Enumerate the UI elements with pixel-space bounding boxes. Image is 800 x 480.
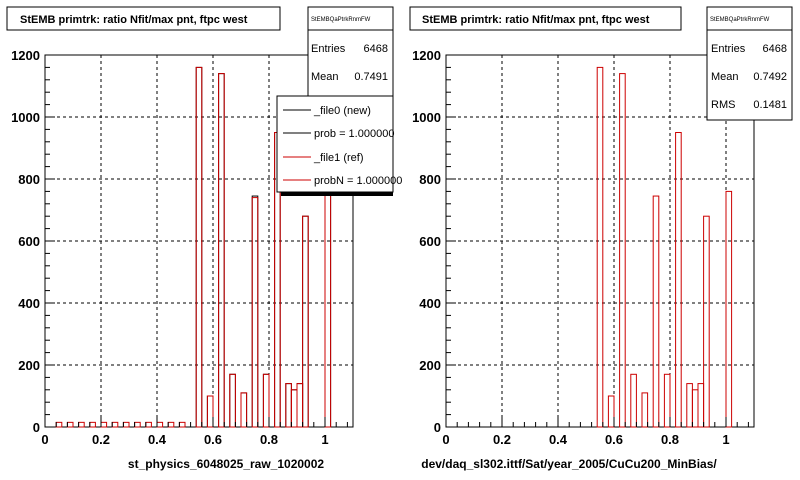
legend-label-file0: _file0 (new) bbox=[313, 105, 371, 117]
right-x-axis-label: dev/daq_sl302.ittf/Sat/year_2005/CuCu200… bbox=[421, 457, 717, 471]
right-stats-box: StEMBQaPtrkRnmFW Entries 6468 Mean 0.749… bbox=[706, 6, 793, 121]
right-ytick-400: 400 bbox=[419, 296, 441, 311]
left-series1-bin-15 bbox=[229, 373, 236, 428]
right-stat-mean-value: 0.7492 bbox=[753, 71, 787, 83]
right-series0-bin-7 bbox=[675, 132, 682, 428]
legend-entry-probn: probN = 1.000000 bbox=[283, 175, 402, 187]
right-histogram-bars bbox=[596, 66, 733, 428]
legend-entry-prob: prob = 1.000000 bbox=[283, 128, 394, 140]
legend-frame bbox=[276, 95, 394, 193]
right-ytick-800: 800 bbox=[419, 172, 441, 187]
legend-label-probn: probN = 1.000000 bbox=[314, 175, 402, 187]
left-ytick-200: 200 bbox=[18, 358, 40, 373]
left-legend: _file0 (new) prob = 1.000000 _file1 (ref… bbox=[276, 95, 402, 196]
left-xtick-1: 1 bbox=[321, 432, 328, 447]
right-axes bbox=[445, 54, 749, 428]
legend-entry-file0: _file0 (new) bbox=[283, 105, 371, 117]
right-stat-mean-label: Mean bbox=[711, 71, 739, 83]
right-ytick-600: 600 bbox=[419, 234, 441, 249]
right-series0-bin-2 bbox=[619, 73, 626, 428]
left-axes bbox=[44, 54, 348, 428]
left-histogram-bars bbox=[55, 66, 332, 428]
right-stat-entries-label: Entries bbox=[711, 43, 746, 55]
right-ytick-200: 200 bbox=[419, 358, 441, 373]
left-xtick-0.2: 0.2 bbox=[92, 432, 110, 447]
left-series1-bin-14 bbox=[218, 73, 225, 428]
left-stats-name: StEMBQaPtrkRnmFW bbox=[311, 17, 371, 23]
right-ytick-1000: 1000 bbox=[412, 110, 441, 125]
left-stat-entries-label: Entries bbox=[311, 43, 346, 55]
legend-label-file1: _file1 (ref) bbox=[313, 152, 364, 164]
right-series0-bin-5 bbox=[652, 195, 660, 428]
right-stat-rms-label: RMS bbox=[711, 99, 735, 111]
left-ytick-600: 600 bbox=[18, 234, 40, 249]
right-xtick-0.4: 0.4 bbox=[549, 432, 568, 447]
right-title-box bbox=[409, 6, 682, 31]
left-ytick-0: 0 bbox=[33, 420, 40, 435]
left-series1-bin-13 bbox=[206, 395, 214, 428]
left-stat-mean-value: 0.7491 bbox=[354, 71, 388, 83]
left-ytick-1000: 1000 bbox=[11, 110, 40, 125]
right-series0-bin-3 bbox=[630, 373, 637, 428]
right-xtick-0.6: 0.6 bbox=[605, 432, 623, 447]
left-stat-mean-label: Mean bbox=[311, 71, 339, 83]
right-series0-bin-0 bbox=[596, 66, 604, 428]
left-xtick-0.6: 0.6 bbox=[204, 432, 222, 447]
right-series0-bin-4 bbox=[641, 392, 649, 428]
right-x-tick-labels: 0 0.2 0.4 0.6 0.8 1 bbox=[442, 432, 729, 447]
right-y-tick-labels: 0 200 400 600 800 1000 1200 bbox=[412, 48, 441, 435]
right-plot-frame bbox=[445, 54, 755, 428]
legend-label-prob: prob = 1.000000 bbox=[314, 128, 394, 140]
right-ytick-0: 0 bbox=[434, 420, 441, 435]
left-series1-bin-18 bbox=[262, 373, 270, 428]
left-y-tick-labels: 0 200 400 600 800 1000 1200 bbox=[11, 48, 40, 435]
right-stats-name: StEMBQaPtrkRnmFW bbox=[710, 17, 770, 23]
right-series0-bin-11 bbox=[703, 215, 710, 428]
right-ytick-1200: 1200 bbox=[412, 48, 441, 63]
right-stats-frame bbox=[706, 6, 793, 121]
left-histogram-panel: StEMB primtrk: ratio Nfit/max pnt, ftpc … bbox=[6, 6, 402, 471]
left-xtick-0.8: 0.8 bbox=[260, 432, 278, 447]
right-xtick-0.8: 0.8 bbox=[661, 432, 679, 447]
legend-entry-file1: _file1 (ref) bbox=[283, 152, 364, 164]
left-series1-bin-23 bbox=[302, 215, 309, 428]
right-xtick-0.2: 0.2 bbox=[493, 432, 511, 447]
left-series1-bin-12 bbox=[195, 66, 203, 428]
right-series0-bin-12 bbox=[725, 190, 733, 428]
right-stat-entries-value: 6468 bbox=[763, 43, 787, 55]
left-stat-entries-value: 6468 bbox=[364, 43, 388, 55]
right-series0-bin-6 bbox=[663, 373, 671, 428]
left-xtick-0: 0 bbox=[41, 432, 48, 447]
left-xtick-0.4: 0.4 bbox=[148, 432, 167, 447]
left-title: StEMB primtrk: ratio Nfit/max pnt, ftpc … bbox=[20, 14, 248, 26]
left-ytick-400: 400 bbox=[18, 296, 40, 311]
right-stat-rms-value: 0.1481 bbox=[753, 99, 787, 111]
left-ytick-800: 800 bbox=[18, 172, 40, 187]
left-series1-bin-16 bbox=[240, 392, 248, 428]
right-xtick-0: 0 bbox=[442, 432, 449, 447]
right-title: StEMB primtrk: ratio Nfit/max pnt, ftpc … bbox=[422, 14, 650, 26]
left-x-axis-label: st_physics_6048025_raw_1020002 bbox=[128, 457, 324, 471]
right-xtick-1: 1 bbox=[722, 432, 729, 447]
left-series1-bin-17 bbox=[251, 197, 259, 428]
right-series0-bin-1 bbox=[607, 395, 615, 428]
left-x-tick-labels: 0 0.2 0.4 0.6 0.8 1 bbox=[41, 432, 328, 447]
left-ytick-1200: 1200 bbox=[11, 48, 40, 63]
left-title-box bbox=[6, 6, 281, 31]
right-histogram-panel: StEMB primtrk: ratio Nfit/max pnt, ftpc … bbox=[409, 6, 793, 471]
